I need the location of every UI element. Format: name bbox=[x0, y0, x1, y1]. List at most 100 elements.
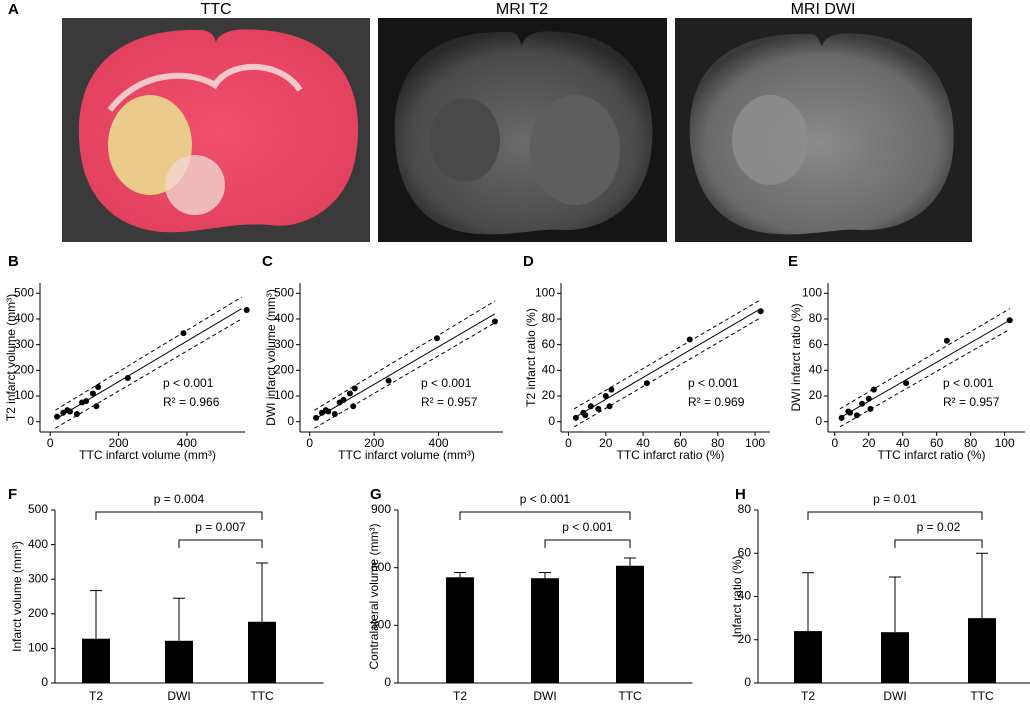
x-tick-label: 400 bbox=[429, 436, 449, 450]
point bbox=[180, 330, 187, 337]
point bbox=[838, 414, 845, 421]
error-bar bbox=[454, 571, 466, 578]
point bbox=[867, 405, 874, 412]
x-tick-label: T2 bbox=[89, 689, 103, 703]
y-axis-label: Contralateral volume (mm³) bbox=[367, 523, 381, 669]
error-bar bbox=[539, 571, 551, 579]
y-tick-label: 40 bbox=[738, 589, 752, 603]
ci-line bbox=[573, 299, 761, 410]
ci-line bbox=[55, 296, 242, 411]
y-tick-label: 60 bbox=[809, 337, 823, 351]
bar bbox=[82, 638, 110, 683]
panel-label: E bbox=[788, 253, 798, 270]
x-tick-label: 40 bbox=[636, 436, 650, 450]
point bbox=[83, 398, 90, 405]
x-axis-label: TTC infarct ratio (%) bbox=[877, 448, 985, 462]
x-tick-label: DWI bbox=[533, 689, 556, 703]
panel-label: G bbox=[370, 486, 382, 503]
y-tick-label: 300 bbox=[371, 618, 391, 632]
annotation: R² = 0.957 bbox=[421, 395, 478, 409]
point bbox=[89, 390, 96, 397]
x-tick-label: T2 bbox=[453, 689, 467, 703]
x-tick-label: 20 bbox=[599, 436, 613, 450]
y-tick-label: 0 bbox=[744, 675, 751, 689]
bar bbox=[616, 565, 644, 683]
point bbox=[595, 405, 602, 412]
y-tick-label: 200 bbox=[14, 363, 34, 377]
image-mri-t2 bbox=[378, 18, 667, 242]
x-tick-label: 40 bbox=[896, 436, 910, 450]
annotation: R² = 0.957 bbox=[943, 395, 1000, 409]
ci-line bbox=[573, 317, 761, 428]
y-tick-label: 400 bbox=[14, 311, 34, 325]
panel-label: H bbox=[735, 486, 746, 503]
x-tick-label: DWI bbox=[883, 689, 906, 703]
bar bbox=[881, 632, 909, 683]
x-tick-label: 200 bbox=[109, 436, 129, 450]
image-ttc bbox=[62, 18, 370, 242]
point bbox=[325, 408, 332, 415]
y-tick-label: 100 bbox=[802, 285, 822, 299]
point bbox=[582, 412, 589, 419]
annotation: p < 0.001 bbox=[421, 376, 472, 390]
y-tick-label: 100 bbox=[14, 388, 34, 402]
x-tick-label: 60 bbox=[930, 436, 944, 450]
bar bbox=[446, 577, 474, 683]
ci-line bbox=[839, 328, 1010, 428]
y-axis-label: DWI infarct ratio (%) bbox=[789, 303, 803, 411]
p-value: p = 0.007 bbox=[195, 520, 246, 534]
annotation: p < 0.001 bbox=[943, 376, 994, 390]
point bbox=[602, 393, 609, 400]
y-tick-label: 100 bbox=[28, 641, 48, 655]
annotation: R² = 0.966 bbox=[163, 395, 220, 409]
x-tick-label: TTC bbox=[618, 689, 642, 703]
point bbox=[870, 386, 877, 393]
point bbox=[351, 385, 358, 392]
point bbox=[587, 403, 594, 410]
point bbox=[858, 400, 865, 407]
x-tick-label: 80 bbox=[711, 436, 725, 450]
point bbox=[606, 403, 613, 410]
significance-bracket bbox=[894, 539, 983, 548]
annotation: R² = 0.969 bbox=[688, 395, 745, 409]
significance-bracket bbox=[95, 511, 263, 520]
y-tick-label: 20 bbox=[738, 632, 752, 646]
y-tick-label: 0 bbox=[287, 414, 294, 428]
y-tick-label: 100 bbox=[535, 285, 555, 299]
y-tick-label: 60 bbox=[738, 545, 752, 559]
panel-label: B bbox=[8, 253, 19, 270]
y-tick-label: 500 bbox=[14, 285, 34, 299]
point bbox=[124, 375, 131, 382]
y-tick-label: 0 bbox=[384, 675, 391, 689]
y-axis-label: T2 infarct ratio (%) bbox=[524, 308, 538, 407]
point bbox=[73, 411, 80, 418]
point bbox=[54, 413, 61, 420]
error-bar bbox=[90, 590, 102, 639]
p-value: p = 0.01 bbox=[873, 492, 917, 506]
point bbox=[572, 414, 579, 421]
x-axis-label: TTC infarct ratio (%) bbox=[616, 448, 724, 462]
point bbox=[853, 412, 860, 419]
y-tick-label: 900 bbox=[371, 502, 391, 516]
y-axis-label: T2 infarct volume (mm³) bbox=[4, 294, 18, 421]
x-tick-label: DWI bbox=[167, 689, 190, 703]
error-bar bbox=[889, 576, 901, 633]
point bbox=[847, 409, 854, 416]
p-value: p < 0.001 bbox=[562, 520, 613, 534]
annotation: p < 0.001 bbox=[163, 376, 214, 390]
panel-label: A bbox=[8, 1, 19, 18]
ci-line bbox=[314, 300, 496, 411]
x-tick-label: 0 bbox=[306, 436, 313, 450]
bar bbox=[968, 618, 996, 683]
point bbox=[313, 414, 320, 421]
y-tick-label: 20 bbox=[542, 388, 556, 402]
y-tick-label: 0 bbox=[41, 675, 48, 689]
y-axis-label: DWI infarct volume (mm³) bbox=[264, 289, 278, 426]
image-title: MRI DWI bbox=[791, 1, 856, 18]
panel-label: D bbox=[523, 253, 534, 270]
point bbox=[865, 395, 872, 402]
point bbox=[491, 318, 498, 325]
y-tick-label: 200 bbox=[28, 606, 48, 620]
x-tick-label: 400 bbox=[177, 436, 197, 450]
x-tick-label: TTC bbox=[250, 689, 274, 703]
